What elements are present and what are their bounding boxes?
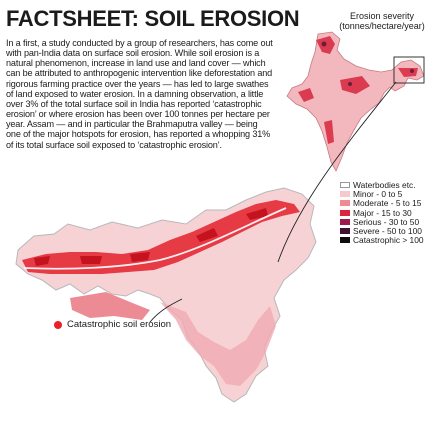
- northeast-map: [15, 187, 317, 403]
- zoom-leader-line: [277, 81, 397, 263]
- zoom-box: [393, 56, 425, 84]
- india-severe-patch: [410, 69, 414, 73]
- legend-item-severe: Severe - 50 to 100: [340, 226, 438, 237]
- india-severe-patch: [321, 41, 327, 47]
- hills-texture: [160, 302, 276, 386]
- india-map: [286, 31, 425, 172]
- legend-label: Catastrophic > 100: [353, 235, 424, 246]
- legend-swatch: [340, 200, 350, 207]
- legend-label: Major - 15 to 30: [353, 207, 412, 218]
- india-severe-patch: [348, 82, 352, 86]
- legend-item-serious: Serious - 30 to 50: [340, 216, 438, 227]
- callout-marker: [54, 320, 62, 329]
- legend-swatch: [340, 218, 350, 225]
- legend-swatch: [340, 181, 350, 188]
- callout-label: Catastrophic soil erosion: [67, 319, 172, 330]
- legend-item-major: Major - 15 to 30: [340, 207, 438, 218]
- legend-label: Serious - 30 to 50: [353, 216, 420, 227]
- erosion-belt: [22, 200, 300, 274]
- legend-item-catastrophic: Catastrophic > 100: [340, 235, 438, 246]
- legend-title: Erosion severity: [349, 11, 415, 21]
- legend-item-moderate: Moderate - 5 to 15: [340, 198, 438, 209]
- legend-swatch: [340, 237, 350, 244]
- india-hotspot-west: [298, 88, 314, 102]
- body-text: In a first, a study conducted by a group…: [6, 38, 273, 150]
- erosion-legend: Waterbodies etc. Minor - 0 to 5 Moderate…: [340, 180, 438, 245]
- south-erosion-patch: [70, 292, 150, 320]
- india-hotspot-central: [340, 76, 370, 94]
- legend-swatch: [340, 228, 350, 235]
- legend-swatch: [340, 209, 350, 216]
- callout-catastrophic: Catastrophic soil erosion: [54, 319, 171, 330]
- india-hotspot-ghats: [324, 120, 334, 144]
- callout-leader-line: [149, 298, 183, 323]
- legend-item-minor: Minor - 0 to 5: [340, 188, 438, 199]
- headline: FACTSHEET: SOIL EROSION: [6, 6, 300, 31]
- legend-swatch: [340, 190, 350, 197]
- legend-label: Moderate - 5 to 15: [353, 198, 422, 209]
- legend-label: Minor - 0 to 5: [353, 188, 403, 199]
- brahmaputra-river: [23, 207, 287, 270]
- legend-unit: (tonnes/hectare/year): [339, 21, 425, 31]
- legend-item-waterbodies: Waterbodies etc.: [340, 179, 438, 190]
- legend-heading: Erosion severity (tonnes/hectare/year): [332, 11, 432, 31]
- legend-label: Severe - 50 to 100: [353, 226, 422, 237]
- legend-label: Waterbodies etc.: [353, 179, 416, 190]
